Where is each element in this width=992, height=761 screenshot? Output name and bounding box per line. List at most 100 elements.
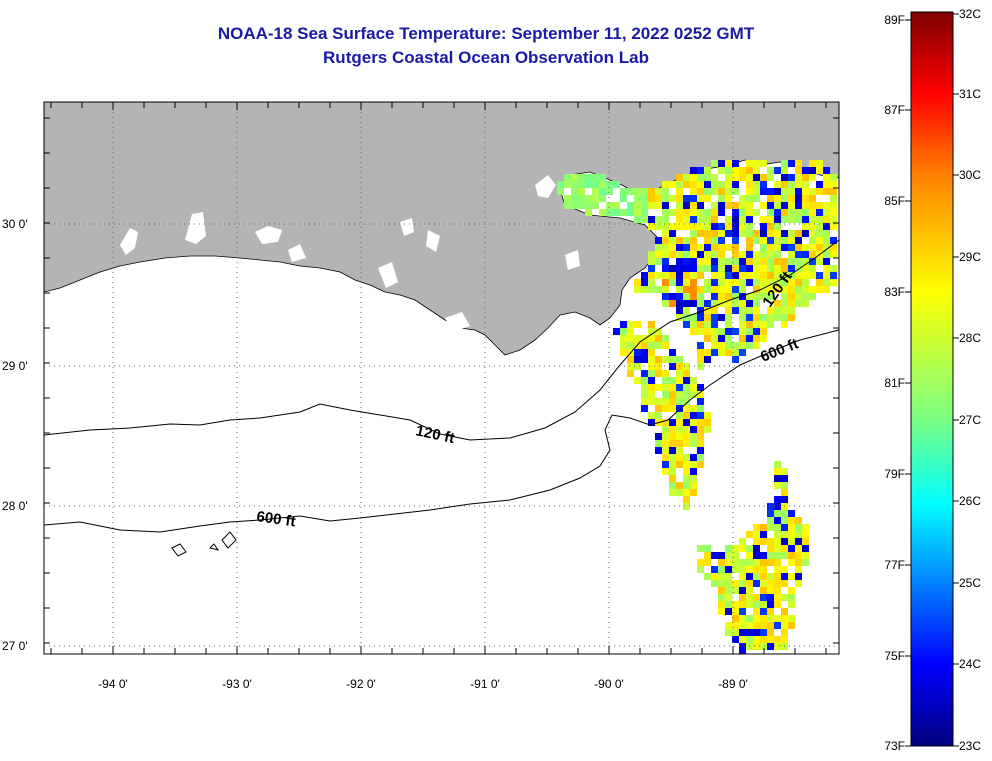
sst-pixel [788,265,795,272]
sst-pixel [739,202,746,209]
sst-pixel [732,202,739,209]
sst-pixel [676,181,683,188]
sst-pixel [655,433,662,440]
sst-pixel [830,272,837,279]
lake [255,226,282,244]
sst-pixel [697,300,704,307]
sst-pixel [760,202,767,209]
sst-pixel [816,244,823,251]
sst-pixel [641,377,648,384]
map-title: NOAA-18 Sea Surface Temperature: Septemb… [217,24,755,43]
sst-pixel [767,279,774,286]
sst-pixel [690,167,697,174]
sst-pixel [599,174,606,181]
sst-pixel [683,503,690,510]
sst-pixel [718,559,725,566]
sst-pixel [620,335,627,342]
sst-pixel [753,531,760,538]
sst-pixel [802,552,809,559]
sst-pixel [760,223,767,230]
sst-pixel [767,314,774,321]
sst-pixel [795,580,802,587]
sst-pixel [760,188,767,195]
sst-pixel [788,552,795,559]
sst-pixel [774,251,781,258]
sst-pixel [669,468,676,475]
sst-pixel [746,209,753,216]
sst-pixel [781,580,788,587]
sst-pixel [746,293,753,300]
sst-pixel [676,300,683,307]
sst-pixel [669,405,676,412]
sst-pixel [788,545,795,552]
sst-pixel [662,181,669,188]
colorbar-label-f: 77F [884,558,905,572]
sst-pixel [669,272,676,279]
sst-pixel [739,587,746,594]
sst-pixel [697,321,704,328]
sst-pixel [627,363,634,370]
colorbar-label-f: 83F [884,285,905,299]
sst-pixel [739,559,746,566]
sst-pixel [830,202,837,209]
sst-pixel [718,195,725,202]
sst-pixel [641,391,648,398]
sst-pixel [802,279,809,286]
sst-pixel [676,405,683,412]
sst-pixel [697,342,704,349]
sst-pixel [781,237,788,244]
sst-pixel [802,202,809,209]
sst-pixel [669,363,676,370]
sst-pixel [669,244,676,251]
sst-pixel [767,293,774,300]
sst-pixel [634,188,641,195]
sst-pixel [816,167,823,174]
sst-pixel [774,531,781,538]
sst-pixel [781,594,788,601]
sst-pixel [802,174,809,181]
sst-pixel [690,258,697,265]
sst-pixel [725,587,732,594]
sst-pixel [683,454,690,461]
sst-pixel [795,286,802,293]
sst-pixel [634,363,641,370]
sst-pixel [767,223,774,230]
sst-pixel [606,202,613,209]
sst-pixel [683,272,690,279]
sst-pixel [711,566,718,573]
sst-pixel [648,258,655,265]
sst-pixel [788,188,795,195]
sst-pixel [683,209,690,216]
sst-pixel [809,237,816,244]
sst-pixel [781,307,788,314]
colorbar-label-f: 81F [884,376,905,390]
sst-pixel [669,391,676,398]
sst-pixel [662,391,669,398]
sst-pixel [795,195,802,202]
sst-pixel [732,237,739,244]
sst-pixel [739,573,746,580]
sst-pixel [648,321,655,328]
sst-pixel [599,209,606,216]
sst-pixel [676,398,683,405]
sst-pixel [655,440,662,447]
sst-pixel [767,580,774,587]
sst-pixel [718,601,725,608]
sst-pixel [774,300,781,307]
sst-pixel [746,573,753,580]
sst-pixel [697,461,704,468]
sst-pixel [711,573,718,580]
sst-pixel [823,174,830,181]
sst-pixel [802,167,809,174]
sst-pixel [648,251,655,258]
sst-pixel [697,307,704,314]
sst-pixel [781,321,788,328]
sst-pixel [781,489,788,496]
sst-pixel [718,265,725,272]
sst-pixel [564,174,571,181]
sst-pixel [683,426,690,433]
sst-pixel [760,293,767,300]
sst-pixel [718,258,725,265]
sst-pixel [788,559,795,566]
sst-pixel [795,167,802,174]
